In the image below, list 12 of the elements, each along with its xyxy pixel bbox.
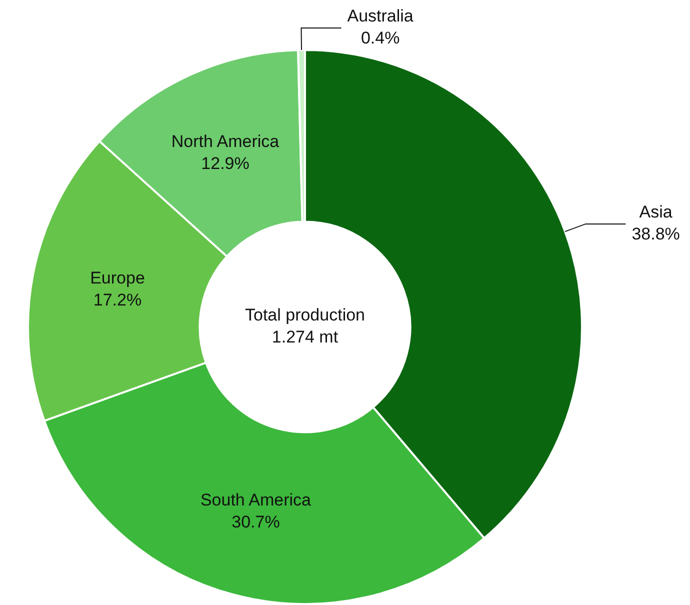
slice-label: Australia — [347, 6, 414, 26]
slice-label: Europe — [90, 268, 145, 288]
data-label: 30.7% — [232, 512, 280, 532]
text: 1.274 mt — [272, 328, 338, 347]
data-label: 17.2% — [93, 290, 142, 310]
data-label: 38.8% — [632, 224, 680, 244]
text: Total production — [244, 306, 366, 325]
slice-label: North America — [171, 132, 280, 151]
data-label: 12.9% — [201, 154, 250, 173]
data-label: 0.4% — [360, 28, 400, 48]
slice-label: Asia — [639, 202, 673, 222]
slice-label: South America — [200, 490, 312, 510]
